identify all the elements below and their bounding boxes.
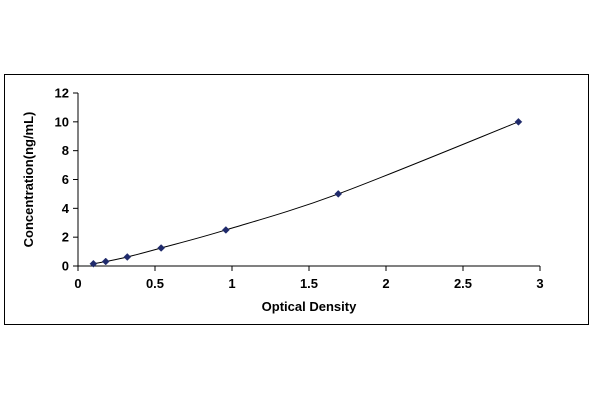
data-point (334, 190, 343, 198)
x-tick-label: 0.5 (146, 276, 164, 291)
plot-area: 0 2 4 6 8 10 12 0 0.5 1 1.5 2 2.5 3 (55, 86, 544, 292)
data-point (221, 226, 230, 234)
y-tick-label: 10 (55, 114, 69, 129)
chart-frame: 0 2 4 6 8 10 12 0 0.5 1 1.5 2 2.5 3 Optical Density C… (4, 74, 589, 325)
y-tick-label: 12 (55, 86, 69, 101)
series-line (93, 121, 519, 265)
chart-svg: 0 2 4 6 8 10 12 0 0.5 1 1.5 2 2.5 3 Optical Density C… (21, 86, 544, 315)
data-point (89, 259, 98, 268)
data-point (514, 117, 523, 126)
data-point (123, 253, 132, 261)
y-tick-label: 6 (62, 172, 69, 187)
y-tick-label: 8 (62, 143, 69, 158)
data-point (101, 257, 110, 266)
y-tick-label: 4 (62, 201, 70, 216)
x-tick-label: 2 (382, 276, 389, 291)
x-tick-label: 0 (74, 276, 81, 291)
x-tick-label: 2.5 (454, 276, 472, 291)
x-tick-label: 1.5 (300, 276, 318, 291)
y-axis-title: Concentration(ng/mL) (21, 112, 36, 248)
x-axis-title: Optical Density (262, 299, 357, 314)
data-point (157, 244, 166, 252)
x-tick-label: 3 (536, 276, 543, 291)
y-tick-label: 0 (62, 259, 69, 274)
x-tick-label: 1 (228, 276, 235, 291)
y-tick-label: 2 (62, 230, 69, 245)
